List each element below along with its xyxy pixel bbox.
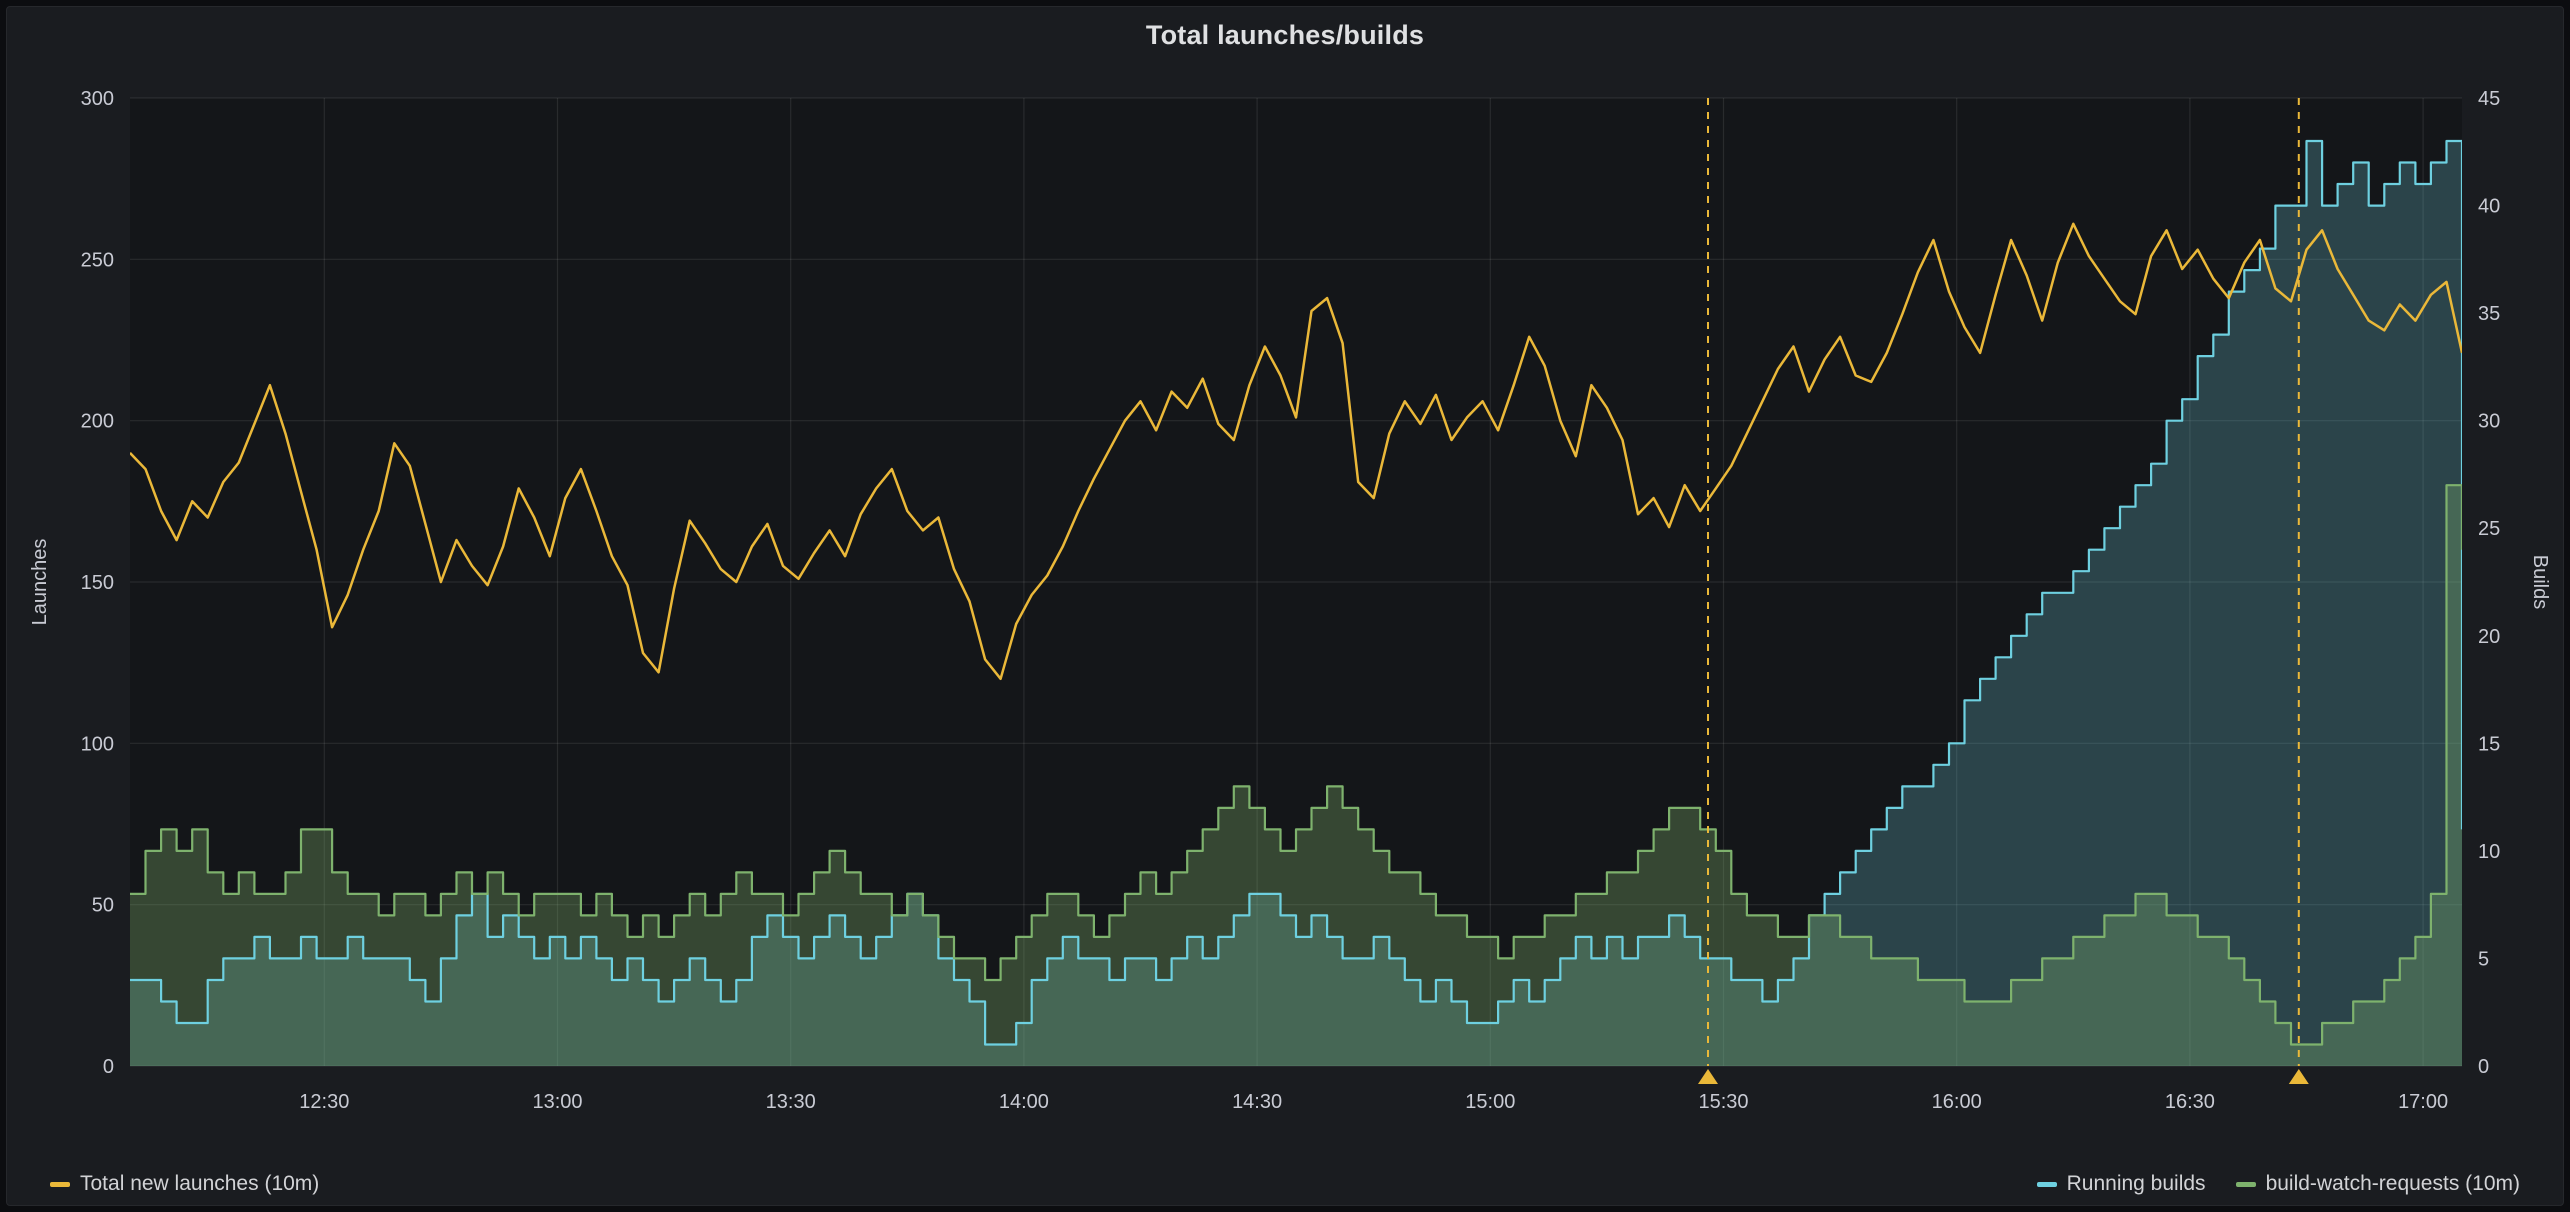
legend: Total new launches (10m) Running builds … — [50, 1172, 2520, 1196]
y-left-tick-label: 100 — [81, 733, 114, 755]
y-right-tick-label: 35 — [2478, 303, 2500, 325]
legend-label-build-watch-requests: build-watch-requests (10m) — [2265, 1172, 2520, 1195]
legend-label-running-builds: Running builds — [2066, 1172, 2206, 1195]
x-tick-label: 13:30 — [766, 1091, 816, 1113]
y-right-tick-label: 15 — [2478, 733, 2500, 755]
annotation-marker[interactable] — [1698, 1069, 1718, 1084]
x-tick-label: 13:00 — [532, 1091, 582, 1113]
x-tick-label: 15:00 — [1465, 1091, 1515, 1113]
y-right-tick-label: 20 — [2478, 626, 2500, 648]
y-left-tick-label: 150 — [81, 572, 114, 594]
legend-swatch-green — [2235, 1181, 2256, 1187]
y-left-tick-label: 50 — [92, 895, 114, 917]
x-tick-label: 14:30 — [1232, 1091, 1282, 1113]
left-axis-title: Launches — [29, 539, 51, 626]
y-left-tick-label: 0 — [103, 1056, 114, 1078]
x-tick-label: 12:30 — [299, 1091, 349, 1113]
legend-label-total-new-launches: Total new launches (10m) — [80, 1172, 320, 1195]
y-right-tick-label: 10 — [2478, 841, 2500, 863]
y-right-tick-label: 25 — [2478, 518, 2500, 540]
legend-group-left: Total new launches (10m) — [50, 1172, 319, 1196]
y-left-tick-label: 300 — [81, 88, 114, 110]
y-right-tick-label: 5 — [2478, 948, 2489, 970]
series-line-running-builds — [130, 139, 2462, 1046]
legend-swatch-cyan — [2036, 1181, 2057, 1187]
legend-swatch-orange — [50, 1181, 70, 1187]
annotation-marker[interactable] — [2288, 1069, 2309, 1084]
series-line-build-watch-requests — [130, 484, 2462, 1046]
x-tick-label: 16:00 — [1932, 1091, 1982, 1113]
y-right-tick-label: 45 — [2478, 88, 2500, 110]
legend-item-build-watch-requests[interactable]: build-watch-requests (10m) — [2235, 1172, 2520, 1196]
x-tick-label: 15:30 — [1698, 1091, 1748, 1113]
x-tick-label: 14:00 — [999, 1091, 1049, 1113]
y-right-tick-label: 30 — [2478, 411, 2500, 433]
series-line-total-new-launches — [130, 222, 2462, 681]
x-tick-label: 17:00 — [2398, 1091, 2448, 1113]
y-left-tick-label: 250 — [81, 249, 114, 271]
legend-item-running-builds[interactable]: Running builds — [2036, 1172, 2206, 1196]
panel-title[interactable]: Total launches/builds — [1145, 20, 1425, 50]
series-area-running-builds — [130, 141, 2462, 1066]
legend-item-total-new-launches[interactable]: Total new launches (10m) — [50, 1172, 319, 1196]
legend-group-right: Running builds build-watch-requests (10m… — [2036, 1172, 2520, 1196]
y-right-tick-label: 40 — [2478, 196, 2500, 218]
y-right-tick-label: 0 — [2478, 1056, 2489, 1078]
right-axis-title: Builds — [2529, 555, 2551, 609]
series-area-build-watch-requests — [130, 485, 2462, 1066]
y-left-tick-label: 200 — [81, 411, 114, 433]
x-tick-label: 16:30 — [2165, 1091, 2215, 1113]
